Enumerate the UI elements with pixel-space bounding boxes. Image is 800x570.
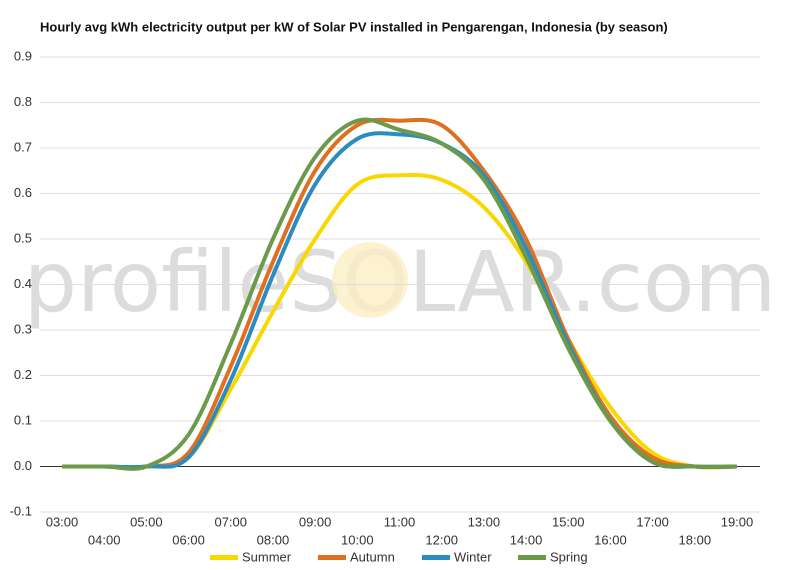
x-tick-label: 04:00 [88,532,121,547]
legend-swatch [518,555,546,560]
legend-label: Spring [550,549,588,564]
x-tick-label: 16:00 [594,532,627,547]
y-tick-label: 0.5 [14,230,32,245]
y-tick-label: 0.2 [14,367,32,382]
y-tick-label: 0.3 [14,321,32,336]
legend-swatch [422,555,450,560]
x-tick-label: 10:00 [341,532,374,547]
series-line [62,117,738,470]
legend-label: Winter [454,549,492,564]
x-tick-label: 14:00 [510,532,543,547]
x-tick-label: 08:00 [257,532,290,547]
y-tick-label: 0.6 [14,185,32,200]
legend-label: Autumn [350,549,395,564]
x-tick-label: 07:00 [214,514,247,529]
x-tick-label: 15:00 [552,514,585,529]
x-tick-label: 03:00 [46,514,79,529]
y-tick-label: 0.0 [14,458,32,473]
x-tick-label: 17:00 [636,514,669,529]
chart-title: Hourly avg kWh electricity output per kW… [40,19,668,34]
legend-swatch [210,555,238,560]
y-tick-label: 0.7 [14,139,32,154]
y-tick-label: 0.8 [14,94,32,109]
x-tick-label: 09:00 [299,514,332,529]
legend-label: Summer [242,549,292,564]
x-tick-label: 05:00 [130,514,163,529]
y-tick-label: 0.1 [14,412,32,427]
x-tick-label: 19:00 [721,514,754,529]
x-tick-label: 11:00 [384,514,416,529]
series-line [62,117,738,471]
legend-swatch [318,555,346,560]
y-tick-label: 0.9 [14,48,32,63]
y-tick-label: -0.1 [10,503,32,518]
watermark-sun [332,242,408,318]
x-tick-label: 13:00 [468,514,501,529]
x-tick-label: 18:00 [679,532,712,547]
x-tick-label: 12:00 [425,532,458,547]
x-tick-label: 06:00 [172,532,205,547]
y-tick-label: 0.4 [14,276,32,291]
